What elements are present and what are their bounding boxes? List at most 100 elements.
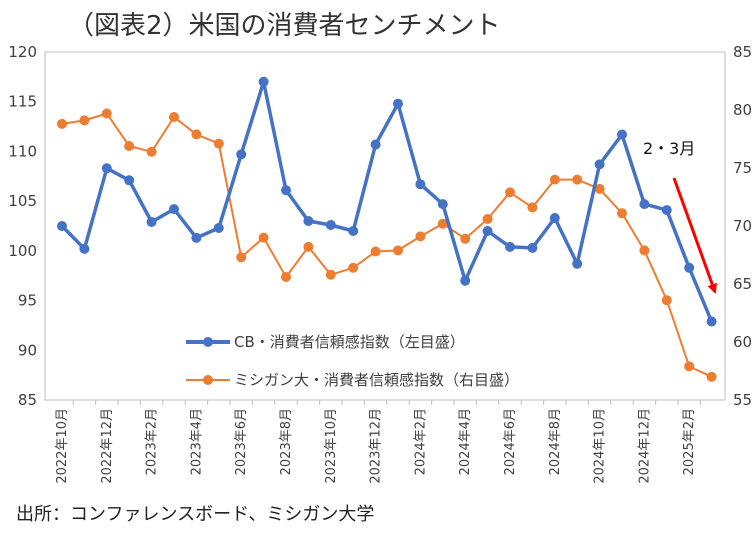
series-michigan-sentiment bbox=[57, 108, 717, 382]
cb-point bbox=[146, 217, 157, 227]
michigan-point bbox=[191, 129, 202, 140]
right-tick-label: 80 bbox=[733, 101, 752, 119]
michigan-point bbox=[594, 183, 605, 194]
cb-point bbox=[482, 226, 493, 236]
cb-point bbox=[303, 216, 314, 226]
michigan-point bbox=[572, 174, 583, 185]
x-tick-label: 2024年8月 bbox=[548, 408, 563, 475]
cb-point bbox=[124, 175, 135, 186]
michigan-point bbox=[124, 141, 135, 151]
michigan-point bbox=[661, 295, 672, 306]
legend-item-cb: CB・消費者信頼感指数（左目盛） bbox=[186, 333, 465, 351]
michigan-point bbox=[169, 112, 179, 122]
left-tick-label: 90 bbox=[18, 341, 37, 359]
michigan-point bbox=[437, 218, 448, 229]
michigan-line bbox=[61, 112, 713, 378]
cb-point bbox=[661, 205, 672, 216]
x-tick-label: 2025年2月 bbox=[682, 408, 697, 475]
michigan-point bbox=[325, 269, 336, 280]
michigan-point bbox=[303, 241, 314, 252]
x-tick-label: 2023年10月 bbox=[324, 408, 339, 484]
michigan-point bbox=[460, 233, 471, 244]
michigan-point bbox=[415, 231, 426, 242]
right-tick-label: 75 bbox=[733, 159, 752, 177]
right-tick-label: 70 bbox=[733, 217, 752, 235]
michigan-point bbox=[213, 138, 224, 149]
cb-point bbox=[393, 98, 403, 109]
cb-point bbox=[617, 129, 627, 140]
left-tick-label: 85 bbox=[18, 391, 37, 409]
x-tick-label: 2022年10月 bbox=[55, 408, 70, 484]
cb-point bbox=[684, 262, 695, 273]
michigan-point bbox=[684, 361, 695, 372]
x-tick-label: 2024年12月 bbox=[637, 408, 652, 484]
right-tick-label: 60 bbox=[733, 333, 752, 351]
michigan-point bbox=[549, 174, 560, 185]
cb-point bbox=[527, 242, 538, 253]
cb-point bbox=[191, 232, 202, 243]
legend-label-michigan: ミシガン大・消費者信頼感指数（右目盛） bbox=[234, 371, 519, 389]
x-tick-label: 2024年6月 bbox=[503, 408, 518, 475]
legend-item-michigan: ミシガン大・消費者信頼感指数（右目盛） bbox=[186, 371, 519, 389]
cb-point bbox=[79, 243, 90, 254]
annotation-label: 2・3月 bbox=[643, 139, 695, 158]
left-tick-label: 95 bbox=[18, 292, 37, 310]
michigan-point bbox=[57, 118, 67, 129]
x-tick-label: 2023年8月 bbox=[279, 408, 294, 475]
legend: CB・消費者信頼感指数（左目盛） ミシガン大・消費者信頼感指数（右目盛） bbox=[186, 333, 519, 389]
right-tick-label: 85 bbox=[733, 43, 752, 61]
michigan-point bbox=[527, 202, 538, 213]
source-note: 出所：コンファレンスボード、ミシガン大学 bbox=[16, 504, 374, 525]
chart-title: （図表2）米国の消費者センチメント bbox=[68, 11, 501, 41]
plot-area-frame bbox=[44, 51, 726, 401]
cb-point bbox=[594, 159, 605, 170]
cb-point bbox=[101, 163, 112, 174]
cb-point bbox=[169, 204, 179, 215]
cb-point bbox=[325, 220, 336, 230]
x-tick-label: 2023年12月 bbox=[369, 408, 384, 484]
left-tick-label: 120 bbox=[8, 43, 37, 61]
cb-point bbox=[437, 199, 448, 210]
right-tick-label: 55 bbox=[733, 391, 752, 409]
x-tick-label: 2022年12月 bbox=[100, 408, 115, 484]
michigan-point bbox=[281, 272, 291, 282]
cb-point bbox=[572, 258, 583, 269]
legend-label-cb: CB・消費者信頼感指数（左目盛） bbox=[234, 333, 465, 351]
left-tick-label: 105 bbox=[8, 192, 37, 210]
michigan-point bbox=[348, 262, 359, 273]
cb-point bbox=[213, 223, 224, 233]
michigan-point bbox=[79, 115, 90, 126]
cb-point bbox=[348, 226, 359, 236]
x-tick-label: 2023年4月 bbox=[189, 408, 204, 475]
series-cb-confidence bbox=[57, 76, 717, 327]
michigan-point bbox=[639, 245, 650, 256]
cb-point bbox=[258, 76, 269, 87]
x-tick-label: 2024年4月 bbox=[458, 408, 473, 475]
cb-point bbox=[415, 179, 426, 190]
michigan-point bbox=[617, 208, 627, 219]
decline-arrow bbox=[672, 177, 717, 294]
cb-point bbox=[505, 241, 515, 252]
x-axis-ticks: 2022年10月 2022年12月 2023年2月 2023年4月 2023年6月 202… bbox=[55, 400, 701, 484]
cb-point bbox=[370, 139, 381, 150]
michigan-point bbox=[393, 245, 403, 256]
left-axis-ticks: 85 90 95 100 105 110 115 120 bbox=[8, 43, 37, 409]
cb-point bbox=[706, 316, 717, 327]
michigan-point bbox=[370, 246, 381, 257]
legend-marker-michigan bbox=[203, 375, 213, 385]
left-tick-label: 115 bbox=[8, 93, 37, 111]
michigan-point bbox=[101, 108, 112, 119]
x-tick-label: 2024年10月 bbox=[593, 408, 608, 484]
cb-point bbox=[460, 275, 471, 286]
legend-marker-cb bbox=[203, 337, 213, 347]
right-tick-label: 65 bbox=[733, 275, 752, 293]
cb-point bbox=[281, 185, 291, 196]
left-tick-label: 110 bbox=[8, 142, 37, 160]
cb-point bbox=[236, 149, 247, 160]
cb-point bbox=[639, 199, 650, 210]
michigan-point bbox=[482, 214, 493, 224]
michigan-point bbox=[236, 252, 247, 263]
cb-point bbox=[549, 213, 560, 223]
